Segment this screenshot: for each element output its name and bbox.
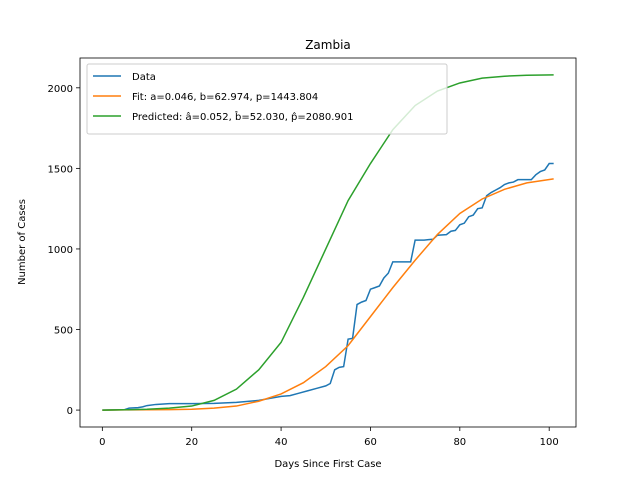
data-line bbox=[102, 178, 554, 411]
x-tick-label: 60 bbox=[364, 437, 377, 448]
y-axis-label: Number of Cases bbox=[17, 199, 28, 285]
legend-label: Predicted: â=0.052, b̂=52.030, p̂=2080.9… bbox=[132, 110, 354, 123]
legend: Data Fit: a=0.046, b=62.974, p=1443.804 Pr… bbox=[86, 63, 448, 135]
x-axis-label: Days Since First Case bbox=[274, 459, 381, 470]
chart-title: Zambia bbox=[305, 38, 351, 52]
y-tick-label: 2000 bbox=[48, 84, 73, 95]
x-tick-label: 40 bbox=[275, 437, 288, 448]
x-tick-label: 100 bbox=[540, 437, 559, 448]
data-line bbox=[102, 162, 554, 411]
y-tick-label: 0 bbox=[67, 406, 73, 417]
x-tick-label: 20 bbox=[185, 437, 198, 448]
y-tick-label: 1500 bbox=[48, 164, 73, 175]
plot-frame bbox=[79, 57, 577, 428]
y-tick-label: 1000 bbox=[48, 245, 73, 256]
x-tick-label: 80 bbox=[453, 437, 466, 448]
data-line bbox=[102, 74, 554, 411]
legend-label: Data bbox=[132, 72, 156, 83]
x-tick-label: 0 bbox=[99, 437, 105, 448]
legend-label: Fit: a=0.046, b=62.974, p=1443.804 bbox=[132, 92, 318, 103]
y-tick-label: 500 bbox=[54, 326, 73, 337]
legend-box bbox=[86, 63, 448, 135]
